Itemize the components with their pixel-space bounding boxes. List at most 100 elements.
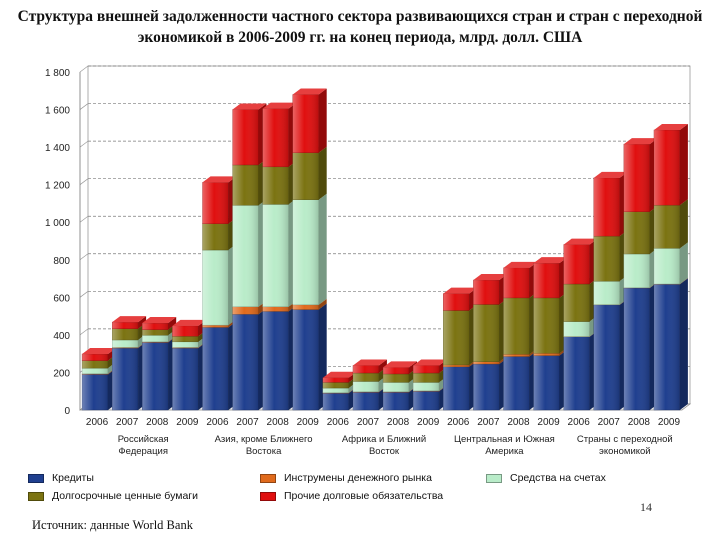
bar-segment [232, 308, 267, 411]
y-tick-label: 800 [53, 256, 70, 267]
bar-segment [262, 160, 297, 205]
legend-item-long-term-securities: Долгосрочные ценные бумаги [28, 490, 198, 502]
x-tick-label: 2009 [537, 417, 560, 428]
bar-segment [352, 359, 387, 374]
bar-segment [593, 298, 628, 411]
bar-segment [262, 102, 297, 168]
bar-segment [653, 199, 688, 249]
bar-segment [653, 278, 688, 411]
y-tick-label: 1 800 [45, 68, 70, 79]
bar-segment [563, 330, 598, 411]
gridline-side [79, 65, 89, 73]
gridline-side [79, 140, 89, 148]
x-tick-label: 2009 [417, 417, 440, 428]
bar-segment [202, 321, 237, 411]
bar-segment [172, 319, 207, 337]
page-number: 14 [640, 500, 652, 514]
x-tick-label: 2006 [86, 417, 109, 428]
x-tick-label: 2006 [206, 417, 229, 428]
bar-layer [81, 88, 688, 411]
group-label: Страны с переходной [577, 434, 673, 445]
legend-swatch-other-debt [260, 491, 276, 501]
y-tick-label: 1 000 [45, 218, 70, 229]
y-tick-label: 1 200 [45, 181, 70, 192]
bar-segment [623, 138, 658, 212]
bar-segment [533, 257, 568, 299]
x-tick-label: 2006 [568, 417, 591, 428]
gridline-side [79, 291, 89, 298]
x-tick-label: 2008 [267, 417, 290, 428]
bar-segment [473, 274, 508, 305]
bar-segment [533, 291, 568, 354]
bar-segment [443, 360, 478, 411]
x-tick-label: 2007 [477, 417, 500, 428]
legend-label-money-market: Инструмены денежного рынка [284, 472, 432, 484]
group-label: Америка [485, 446, 524, 457]
bar-segment [503, 291, 538, 355]
chart-title: Структура внешней задолженности частного… [17, 8, 703, 46]
bar-segment [232, 103, 267, 166]
x-tick-label: 2006 [327, 417, 350, 428]
legend-label-credits: Кредиты [52, 472, 94, 484]
bar-segment [623, 205, 658, 255]
bar-segment [563, 238, 598, 285]
source-note: Источник: данные World Bank [32, 518, 193, 532]
bar-segment [112, 342, 147, 411]
bar-segment [232, 158, 267, 206]
x-tick-label: 2008 [507, 417, 530, 428]
bar-segment [563, 278, 598, 322]
x-tick-label: 2008 [146, 417, 169, 428]
bar-segment [473, 298, 508, 362]
bar-segment [443, 287, 478, 311]
legend-swatch-money-market [260, 473, 276, 483]
group-label: Восток [369, 446, 400, 457]
x-tick-label: 2009 [297, 417, 320, 428]
x-tick-label: 2007 [598, 417, 621, 428]
group-label: экономикой [599, 446, 651, 457]
bar-segment [112, 316, 147, 329]
x-tick-label: 2009 [176, 417, 199, 428]
bar-segment [533, 349, 568, 411]
x-tick-label: 2008 [628, 417, 651, 428]
bar-segment [503, 350, 538, 411]
bar-segment [292, 193, 327, 306]
y-tick-label: 1 400 [45, 143, 70, 154]
gridline-side [79, 178, 89, 185]
group-label: Востока [246, 446, 282, 457]
legend-item-credits: Кредиты [28, 472, 94, 484]
bar-segment [292, 88, 327, 153]
bar-segment [653, 242, 688, 285]
legend-swatch-credits [28, 473, 44, 483]
legend-swatch-deposits [486, 473, 502, 483]
bar-segment [443, 304, 478, 366]
bar-segment [322, 371, 357, 383]
bar-segment [503, 261, 538, 299]
legend-label-deposits: Средства на счетах [510, 472, 606, 484]
bar-segment [202, 244, 237, 326]
x-tick-label: 2007 [236, 417, 259, 428]
group-label: Федерация [118, 446, 168, 457]
bar-segment [593, 171, 628, 237]
bar-segment [262, 305, 297, 411]
legend-swatch-long-term-securities [28, 491, 44, 501]
group-label: Азия, кроме Ближнего [215, 434, 313, 445]
group-label: Центральная и Южная [454, 434, 555, 445]
gridline-side [79, 253, 89, 261]
gridline-side [79, 215, 89, 223]
gridline-side [79, 103, 89, 110]
bar-segment [262, 198, 297, 307]
x-tick-label: 2007 [116, 417, 139, 428]
group-label: Российская [118, 434, 169, 445]
bar-segment [473, 357, 508, 411]
chart-legend: Кредиты Инструмены денежного рынка Средс… [28, 472, 628, 506]
gridline-side [79, 328, 89, 336]
bar-segment [142, 317, 177, 330]
legend-label-other-debt: Прочие долговые обязательства [284, 490, 444, 502]
y-tick-label: 1 600 [45, 106, 70, 117]
y-tick-label: 600 [53, 293, 70, 304]
bar-segment [623, 281, 658, 411]
y-tick-label: 400 [53, 331, 70, 342]
x-tick-label: 2008 [387, 417, 410, 428]
bar-segment [81, 368, 116, 411]
